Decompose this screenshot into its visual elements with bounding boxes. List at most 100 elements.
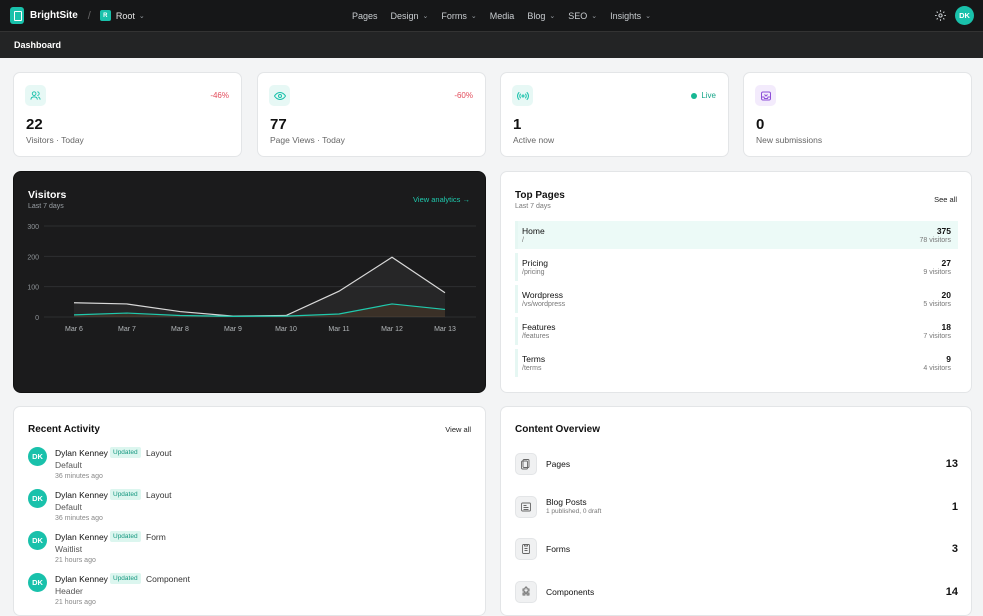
activity-type: Layout bbox=[146, 448, 172, 458]
top-pages-title: Top Pages bbox=[515, 190, 565, 201]
status-badge: Updated bbox=[110, 573, 141, 584]
stat-card-new-submissions[interactable]: 0 New submissions bbox=[743, 72, 972, 157]
chevron-down-icon: ⌄ bbox=[423, 12, 429, 20]
eye-icon bbox=[269, 85, 290, 106]
stat-card-active-now[interactable]: Live 1 Active now bbox=[500, 72, 729, 157]
settings-gear-icon[interactable] bbox=[934, 9, 947, 22]
nav-item-design[interactable]: Design⌄ bbox=[391, 11, 429, 21]
status-badge: Updated bbox=[110, 447, 141, 458]
user-avatar[interactable]: DK bbox=[955, 6, 974, 25]
activity-type: Layout bbox=[146, 490, 172, 500]
page-views-count: 9 bbox=[946, 354, 951, 364]
page-visitors: 9 visitors bbox=[923, 269, 951, 276]
brand-name[interactable]: BrightSite bbox=[30, 10, 78, 21]
page-path: / bbox=[522, 237, 524, 244]
stat-label: New submissions bbox=[756, 135, 822, 145]
x-tick-label: Mar 12 bbox=[381, 326, 403, 333]
avatar: DK bbox=[28, 531, 47, 550]
brightsite-logo-icon[interactable] bbox=[10, 7, 24, 24]
row-accent-bar bbox=[515, 221, 518, 249]
x-tick-label: Mar 9 bbox=[224, 326, 242, 333]
avatar: DK bbox=[28, 573, 47, 592]
chevron-down-icon: ⌄ bbox=[549, 12, 555, 20]
y-tick-label: 100 bbox=[27, 285, 39, 292]
see-all-link[interactable]: See all bbox=[934, 195, 957, 204]
page-name: Features bbox=[522, 322, 556, 332]
nav-item-label: SEO bbox=[568, 11, 587, 21]
stat-delta: -46% bbox=[210, 91, 229, 100]
page-visitors: 4 visitors bbox=[923, 365, 951, 372]
nav-item-label: Blog bbox=[527, 11, 545, 21]
page-name: Terms bbox=[522, 354, 545, 364]
nav-item-label: Media bbox=[490, 11, 515, 21]
page-path: /terms bbox=[522, 365, 541, 372]
chevron-down-icon[interactable]: ⌄ bbox=[139, 12, 145, 20]
view-analytics-link[interactable]: View analytics → bbox=[413, 195, 470, 204]
view-all-link[interactable]: View all bbox=[445, 425, 471, 434]
nav-item-pages[interactable]: Pages bbox=[352, 11, 378, 21]
activity-target: Header bbox=[55, 586, 83, 596]
content-type-name: Blog Posts bbox=[546, 497, 587, 507]
activity-target: Default bbox=[55, 502, 82, 512]
x-tick-label: Mar 10 bbox=[275, 326, 297, 333]
activity-user: Dylan Kenney bbox=[55, 532, 108, 542]
nav-item-label: Forms bbox=[441, 11, 467, 21]
stat-value: 77 bbox=[270, 116, 287, 133]
chevron-down-icon: ⌄ bbox=[645, 12, 651, 20]
content-type-count: 14 bbox=[946, 586, 958, 598]
blog-icon bbox=[515, 496, 537, 518]
x-tick-label: Mar 11 bbox=[328, 326, 349, 333]
activity-user: Dylan Kenney bbox=[55, 448, 108, 458]
chevron-down-icon: ⌄ bbox=[591, 12, 597, 20]
page-visitors: 78 visitors bbox=[919, 237, 951, 244]
nav-item-media[interactable]: Media bbox=[490, 11, 515, 21]
stat-label: Visitors · Today bbox=[26, 135, 84, 145]
activity-time: 36 minutes ago bbox=[55, 515, 103, 522]
status-badge: Updated bbox=[110, 531, 141, 542]
status-badge: Updated bbox=[110, 489, 141, 500]
content-type-count: 3 bbox=[952, 543, 958, 555]
y-tick-label: 300 bbox=[27, 224, 39, 231]
page-views-count: 27 bbox=[942, 258, 951, 268]
row-accent-bar bbox=[515, 253, 518, 281]
page-name: Pricing bbox=[522, 258, 548, 268]
activity-time: 21 hours ago bbox=[55, 599, 96, 606]
page-views-count: 20 bbox=[942, 290, 951, 300]
nav-item-insights[interactable]: Insights ⌄ bbox=[610, 11, 651, 21]
live-status: Live bbox=[691, 91, 716, 100]
nav-item-blog[interactable]: Blog ⌄ bbox=[527, 11, 555, 21]
activity-type: Component bbox=[146, 574, 190, 584]
stat-card-page-views[interactable]: -60% 77 Page Views · Today bbox=[257, 72, 486, 157]
site-switcher[interactable]: Root bbox=[116, 11, 135, 21]
forms-icon bbox=[515, 538, 537, 560]
activity-target: Default bbox=[55, 460, 82, 470]
page-header: Dashboard bbox=[0, 31, 983, 58]
nav-item-label: Insights bbox=[610, 11, 641, 21]
stat-card-visitors[interactable]: -46% 22 Visitors · Today bbox=[13, 72, 242, 157]
page-name: Home bbox=[522, 226, 545, 236]
content-overview-title: Content Overview bbox=[515, 424, 600, 435]
activity-type: Form bbox=[146, 532, 166, 542]
broadcast-icon bbox=[512, 85, 533, 106]
page-visitors: 5 visitors bbox=[923, 301, 951, 308]
nav-item-seo[interactable]: SEO ⌄ bbox=[568, 11, 597, 21]
activity-time: 21 hours ago bbox=[55, 557, 96, 564]
nav-item-forms[interactable]: Forms⌄ bbox=[441, 11, 476, 21]
